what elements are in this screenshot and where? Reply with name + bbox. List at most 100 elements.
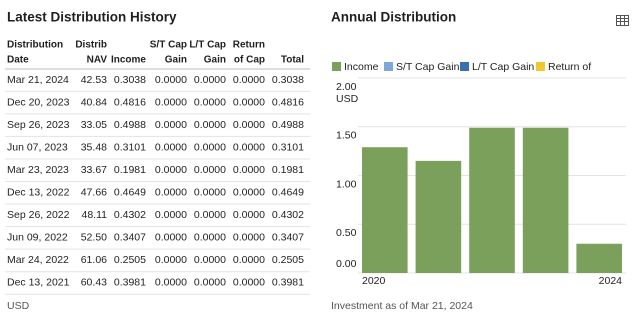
column-header: Distribution	[7, 40, 63, 51]
x-tick-label: 2020	[362, 275, 386, 287]
table-cell: Dec 13, 2021	[7, 277, 70, 289]
column-header: Return	[233, 40, 265, 51]
table-cell: 0.0000	[155, 232, 187, 244]
table-cell: 0.3038	[114, 74, 146, 86]
table-cell: Mar 23, 2023	[7, 164, 69, 176]
table-cell: 0.0000	[194, 232, 226, 244]
table-cell: 0.1981	[272, 164, 304, 176]
table-cell: 0.0000	[233, 277, 265, 289]
table-cell: 0.0000	[155, 164, 187, 176]
column-header: NAV	[87, 55, 108, 66]
legend-label: Income	[344, 61, 379, 73]
table-cell: 0.4302	[114, 209, 146, 221]
column-header: Date	[7, 55, 29, 66]
table-footnote: USD	[7, 300, 30, 312]
column-header: Gain	[204, 55, 226, 66]
table-cell: 0.4649	[114, 187, 146, 199]
table-cell: 0.0000	[233, 74, 265, 86]
legend-swatch	[460, 62, 469, 71]
legend-label: S/T Cap Gain	[396, 61, 460, 73]
table-cell: 33.05	[81, 119, 107, 131]
table-cell: 0.0000	[155, 119, 187, 131]
table-cell: 0.2505	[114, 254, 146, 266]
y-tick-label: 1.50	[336, 130, 357, 142]
table-cell: 33.67	[81, 164, 107, 176]
table-cell: 0.0000	[233, 119, 265, 131]
table-cell: Dec 13, 2022	[7, 187, 70, 199]
table-icon[interactable]	[616, 15, 629, 26]
bar	[469, 127, 515, 273]
table-cell: Jun 07, 2023	[7, 141, 68, 153]
y-unit: USD	[336, 93, 359, 105]
y-tick-label: 0.00	[336, 258, 357, 270]
table-cell: 0.3981	[114, 277, 146, 289]
table-cell: 0.0000	[155, 277, 187, 289]
bar	[415, 160, 462, 273]
legend-label: Return of Ca	[548, 61, 608, 73]
y-tick-label: 0.50	[336, 227, 357, 239]
column-header: L/T Cap	[189, 40, 226, 51]
column-header: of Cap	[234, 55, 265, 66]
table-cell: Jun 09, 2022	[7, 232, 68, 244]
table-cell: 0.4816	[114, 96, 146, 108]
table-cell: 0.4649	[272, 187, 304, 199]
legend: Income S/T Cap Gain L/T Cap Gain Return of …	[332, 61, 608, 73]
table-cell: 48.11	[82, 209, 108, 221]
table-cell: 0.0000	[194, 254, 226, 266]
column-header: Total	[281, 55, 304, 66]
table-cell: 0.0000	[194, 187, 226, 199]
table-cell: 0.0000	[194, 164, 226, 176]
table-title: Latest Distribution History	[7, 10, 177, 25]
table-cell: 42.53	[81, 74, 107, 86]
legend-swatch	[536, 62, 545, 71]
chart-footnote: Investment as of Mar 21, 2024	[331, 300, 473, 312]
column-header: S/T Cap	[150, 40, 187, 51]
table-cell: 0.0000	[155, 209, 187, 221]
table-cell: 0.0000	[194, 277, 226, 289]
table-cell: 0.4988	[114, 119, 146, 131]
table-cell: Sep 26, 2022	[7, 209, 70, 221]
table-cell: Sep 26, 2023	[7, 119, 70, 131]
table-cell: 0.3407	[272, 232, 304, 244]
y-tick-label: 1.00	[336, 178, 357, 190]
table-cell: 0.3101	[272, 141, 304, 153]
table-cell: 0.0000	[233, 187, 265, 199]
y-tick-label: 2.00	[336, 81, 357, 93]
table-cell: 0.3038	[272, 74, 304, 86]
table-cell: 0.1981	[114, 164, 146, 176]
table-cell: 0.0000	[233, 209, 265, 221]
column-header: Income	[111, 55, 146, 66]
table-cell: 0.0000	[194, 119, 226, 131]
table-cell: 0.3101	[114, 141, 146, 153]
table-cell: 0.0000	[194, 141, 226, 153]
table-cell: Dec 20, 2023	[7, 96, 70, 108]
table-cell: 0.0000	[155, 254, 187, 266]
column-header: Distrib	[75, 40, 107, 51]
table-cell: Mar 24, 2022	[7, 254, 69, 266]
table-cell: 0.0000	[233, 254, 265, 266]
bar	[576, 243, 622, 273]
table-cell: 0.0000	[233, 232, 265, 244]
table-cell: 61.06	[81, 254, 107, 266]
table-cell: 0.0000	[194, 209, 226, 221]
bar	[522, 127, 569, 273]
table-cell: 0.0000	[194, 96, 226, 108]
table-cell: 47.66	[81, 187, 107, 199]
table-cell: 0.3407	[114, 232, 146, 244]
table-cell: 60.43	[81, 277, 107, 289]
table-cell: 40.84	[81, 96, 107, 108]
table-cell: 0.0000	[155, 96, 187, 108]
table-cell: 0.0000	[233, 141, 265, 153]
bar	[362, 147, 408, 273]
table-cell: 0.0000	[233, 96, 265, 108]
table-cell: 0.0000	[155, 187, 187, 199]
table-cell: 0.0000	[233, 164, 265, 176]
table-cell: 0.2505	[272, 254, 304, 266]
table-cell: 0.0000	[155, 74, 187, 86]
table-cell: Mar 21, 2024	[7, 74, 69, 86]
table-cell: 35.48	[81, 141, 107, 153]
table-cell: 0.0000	[194, 74, 226, 86]
table-cell: 0.4302	[272, 209, 304, 221]
column-header: Gain	[165, 55, 187, 66]
